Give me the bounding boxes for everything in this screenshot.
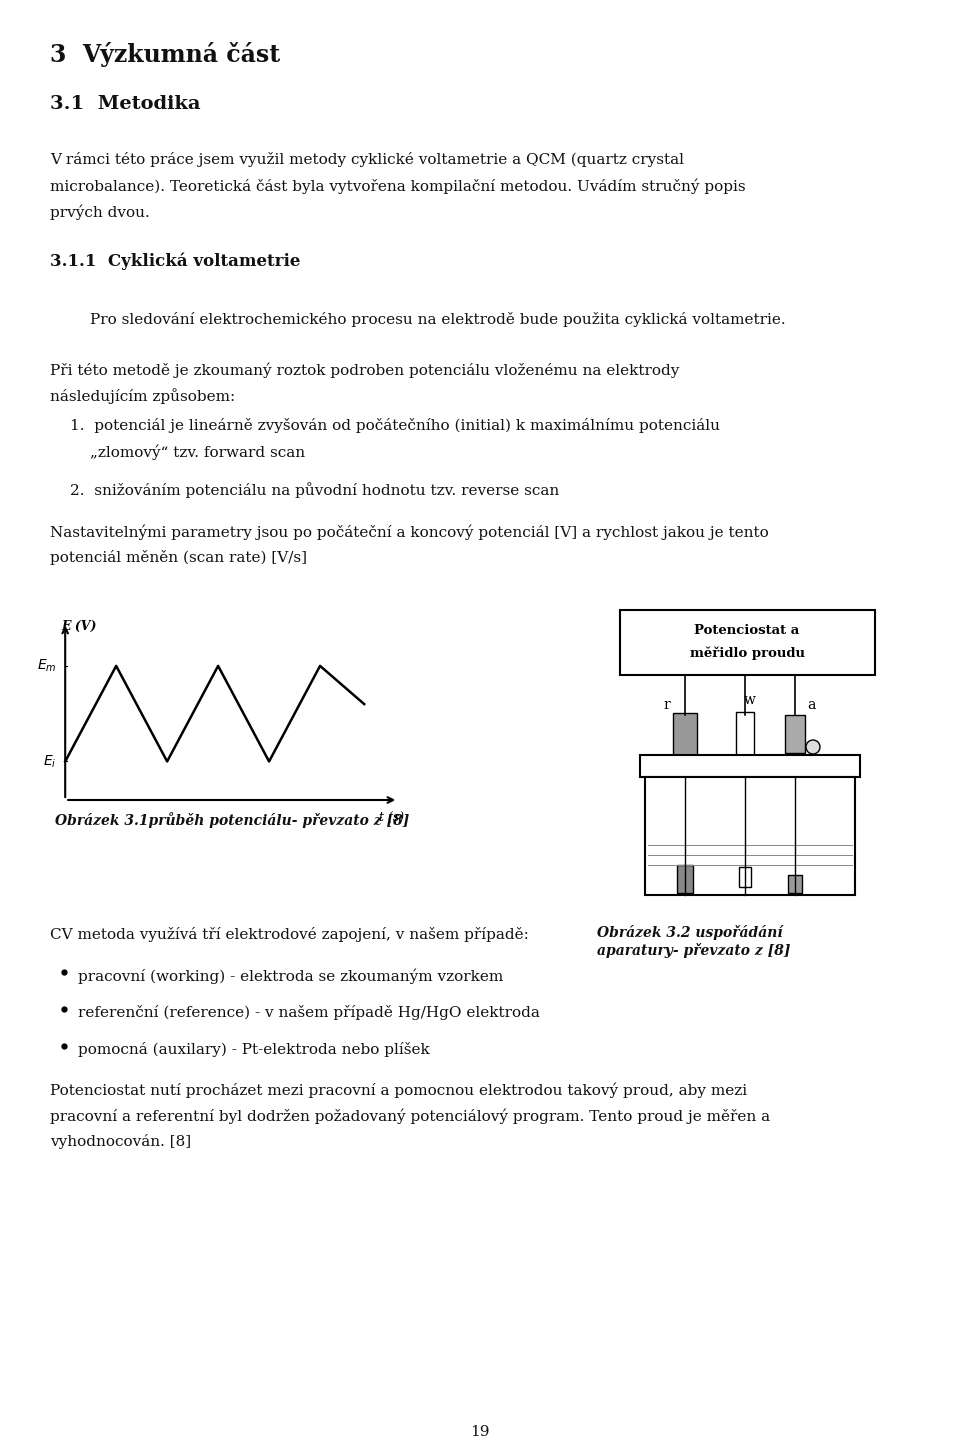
Text: Při této metodě je zkoumaný roztok podroben potenciálu vloženému na elektrody: Při této metodě je zkoumaný roztok podro… [50, 362, 680, 378]
Bar [620, 611, 875, 675]
Bar [640, 755, 860, 776]
Text: V rámci této práce jsem využil metody cyklické voltametrie a QCM (quartz crystal: V rámci této práce jsem využil metody cy… [50, 153, 684, 167]
Text: referenční (reference) - v našem případě Hg/HgO elektroda: referenční (reference) - v našem případě… [78, 1005, 540, 1021]
Bar [736, 712, 754, 768]
Text: aparatury- převzato z [8]: aparatury- převzato z [8] [597, 944, 790, 958]
Text: pomocná (auxilary) - Pt-elektroda nebo plíšek: pomocná (auxilary) - Pt-elektroda nebo p… [78, 1043, 430, 1057]
Text: Pro sledování elektrochemického procesu na elektrodě bude použita cyklická volta: Pro sledování elektrochemického procesu … [90, 313, 785, 327]
Text: 2.  snižováním potenciálu na původní hodnotu tzv. reverse scan: 2. snižováním potenciálu na původní hodn… [70, 481, 560, 497]
Text: t (s): t (s) [379, 813, 404, 826]
Text: r: r [663, 698, 670, 712]
Text: prvých dvou.: prvých dvou. [50, 204, 150, 220]
Bar [645, 776, 855, 896]
Text: vyhodnocován. [8]: vyhodnocován. [8] [50, 1134, 191, 1149]
Text: E (V): E (V) [61, 619, 97, 632]
Text: CV metoda využívá tří elektrodové zapojení, v našem případě:: CV metoda využívá tří elektrodové zapoje… [50, 928, 529, 942]
Text: potenciál měněn (scan rate) [V/s]: potenciál měněn (scan rate) [V/s] [50, 550, 307, 566]
Text: „zlomový“ tzv. forward scan: „zlomový“ tzv. forward scan [90, 443, 305, 459]
Text: 3.1  Metodika: 3.1 Metodika [50, 95, 201, 113]
Bar [785, 715, 805, 753]
Text: pracovní a referentní byl dodržen požadovaný potenciálový program. Tento proud j: pracovní a referentní byl dodržen požado… [50, 1108, 770, 1124]
Text: w: w [744, 694, 756, 707]
Bar [673, 712, 697, 755]
Text: 3  Výzkumná část: 3 Výzkumná část [50, 42, 280, 67]
Text: následujícím způsobem:: následujícím způsobem: [50, 388, 235, 404]
Text: microbalance). Teoretická část byla vytvořena kompilační metodou. Uvádím stručný: microbalance). Teoretická část byla vytv… [50, 177, 746, 193]
Bar [788, 875, 802, 893]
Text: měřidlo proudu: měřidlo proudu [689, 646, 804, 660]
Ellipse shape [806, 740, 820, 755]
Text: Obrázek 3.1průběh potenciálu- převzato z [8]: Obrázek 3.1průběh potenciálu- převzato z… [55, 811, 409, 827]
Text: Nastavitelnými parametry jsou po počáteční a koncový potenciál [V] a rychlost ja: Nastavitelnými parametry jsou po počáteč… [50, 523, 769, 539]
Text: Potenciostat nutí procházet mezi pracovní a pomocnou elektrodou takový proud, ab: Potenciostat nutí procházet mezi pracovn… [50, 1082, 747, 1098]
Text: a: a [806, 698, 815, 712]
Bar [677, 865, 693, 893]
Text: 19: 19 [470, 1425, 490, 1439]
Text: $E_m$: $E_m$ [37, 657, 57, 675]
Text: Potenciostat a: Potenciostat a [694, 625, 800, 637]
Text: 3.1.1  Cyklická voltametrie: 3.1.1 Cyklická voltametrie [50, 252, 300, 269]
Text: pracovní (working) - elektroda se zkoumaným vzorkem: pracovní (working) - elektroda se zkouma… [78, 968, 503, 983]
Bar [739, 867, 751, 887]
Text: $E_i$: $E_i$ [43, 753, 57, 769]
Text: 1.  potenciál je lineárně zvyšován od počátečního (initial) k maximálnímu potenc: 1. potenciál je lineárně zvyšován od poč… [70, 417, 720, 433]
Text: Obrázek 3.2 uspořádání: Obrázek 3.2 uspořádání [597, 925, 782, 939]
